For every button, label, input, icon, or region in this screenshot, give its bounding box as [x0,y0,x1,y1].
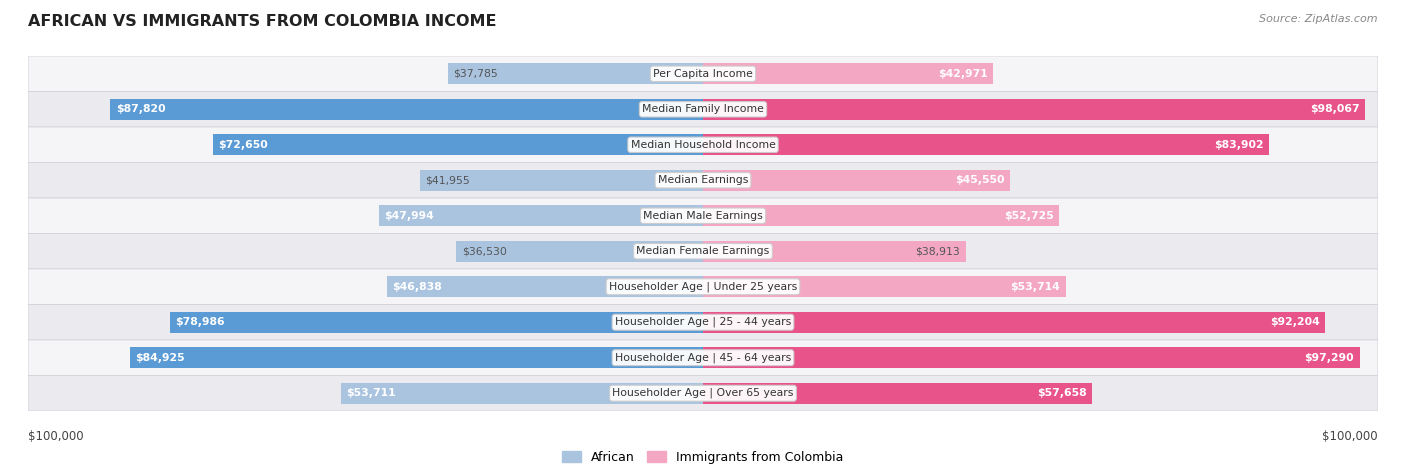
Text: Median Family Income: Median Family Income [643,104,763,114]
FancyBboxPatch shape [28,269,1378,304]
Text: $47,994: $47,994 [384,211,434,221]
Bar [703,241,966,262]
Text: $100,000: $100,000 [28,431,84,444]
Bar [703,312,1326,333]
Text: Median Male Earnings: Median Male Earnings [643,211,763,221]
Text: Householder Age | Under 25 years: Householder Age | Under 25 years [609,282,797,292]
FancyBboxPatch shape [28,304,1378,340]
Text: $37,785: $37,785 [453,69,498,79]
Bar [380,205,703,226]
Bar [703,383,1092,403]
Text: Median Household Income: Median Household Income [630,140,776,150]
Text: $83,902: $83,902 [1215,140,1264,150]
Text: $36,530: $36,530 [461,246,506,256]
FancyBboxPatch shape [28,198,1378,234]
Bar [110,99,703,120]
Bar [703,64,993,84]
Text: $57,658: $57,658 [1038,388,1087,398]
Bar [457,241,703,262]
Bar [420,170,703,191]
Bar [703,134,1270,155]
FancyBboxPatch shape [28,56,1378,92]
FancyBboxPatch shape [28,375,1378,411]
Bar [703,205,1059,226]
Text: $53,714: $53,714 [1011,282,1060,292]
Text: $84,925: $84,925 [135,353,184,363]
Bar [703,170,1011,191]
Legend: African, Immigrants from Colombia: African, Immigrants from Colombia [557,446,849,467]
Text: $72,650: $72,650 [218,140,269,150]
Text: Median Female Earnings: Median Female Earnings [637,246,769,256]
Text: $87,820: $87,820 [115,104,166,114]
Text: $46,838: $46,838 [392,282,441,292]
Text: Householder Age | Over 65 years: Householder Age | Over 65 years [612,388,794,398]
Text: $98,067: $98,067 [1310,104,1360,114]
FancyBboxPatch shape [28,163,1378,198]
Bar [703,99,1365,120]
Text: $38,913: $38,913 [915,246,960,256]
Bar [129,347,703,368]
Text: Householder Age | 45 - 64 years: Householder Age | 45 - 64 years [614,353,792,363]
Text: $100,000: $100,000 [1322,431,1378,444]
Text: $53,711: $53,711 [346,388,395,398]
Text: Per Capita Income: Per Capita Income [652,69,754,79]
Text: Householder Age | 25 - 44 years: Householder Age | 25 - 44 years [614,317,792,327]
Bar [212,134,703,155]
Text: $41,955: $41,955 [425,175,470,185]
FancyBboxPatch shape [28,92,1378,127]
Text: $78,986: $78,986 [176,317,225,327]
Text: $52,725: $52,725 [1004,211,1053,221]
FancyBboxPatch shape [28,234,1378,269]
Text: $97,290: $97,290 [1305,353,1354,363]
Text: $42,971: $42,971 [938,69,987,79]
Bar [170,312,703,333]
Bar [340,383,703,403]
Text: $92,204: $92,204 [1270,317,1320,327]
Bar [703,347,1360,368]
Bar [387,276,703,297]
FancyBboxPatch shape [28,127,1378,163]
Text: AFRICAN VS IMMIGRANTS FROM COLOMBIA INCOME: AFRICAN VS IMMIGRANTS FROM COLOMBIA INCO… [28,14,496,29]
Text: Median Earnings: Median Earnings [658,175,748,185]
FancyBboxPatch shape [28,340,1378,375]
Text: Source: ZipAtlas.com: Source: ZipAtlas.com [1260,14,1378,24]
Text: $45,550: $45,550 [956,175,1005,185]
Bar [703,276,1066,297]
Bar [449,64,703,84]
